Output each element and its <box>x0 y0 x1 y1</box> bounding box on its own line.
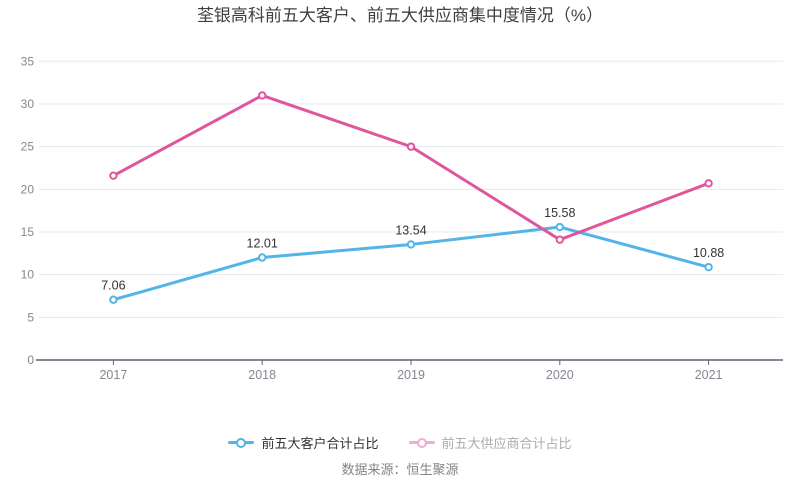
data-point-label: 15.58 <box>544 206 575 220</box>
line-chart[interactable]: 0 5 10 15 20 25 30 35 2017 2018 2019 2020 2021 7.06 12… <box>0 0 800 425</box>
data-point[interactable] <box>555 222 564 232</box>
data-point[interactable] <box>258 253 267 262</box>
data-point[interactable] <box>109 295 118 304</box>
y-axis-tick-label: 20 <box>21 182 35 196</box>
legend-item-suppliers[interactable]: 前五大供应商合计占比 <box>408 433 572 452</box>
series-line-1 <box>111 93 711 242</box>
legend-item-customers[interactable]: 前五大客户合计占比 <box>228 433 379 452</box>
x-axis-tick-label: 2019 <box>397 368 425 382</box>
supplier-series-icon <box>408 437 435 448</box>
chart-title: 荃银高科前五大客户、前五大供应商集中度情况（%） <box>196 6 604 25</box>
data-point-label: 12.01 <box>247 237 278 251</box>
data-point[interactable] <box>258 91 267 100</box>
y-axis-tick-label: 35 <box>21 54 35 68</box>
data-point[interactable] <box>406 240 416 249</box>
legend-label: 前五大客户合计占比 <box>261 436 379 451</box>
y-axis-tick-label: 15 <box>21 225 35 239</box>
data-point[interactable] <box>109 171 118 180</box>
legend: 前五大客户合计占比 前五大供应商合计占比 <box>0 433 800 452</box>
customer-series-icon <box>228 437 255 448</box>
legend-label: 前五大供应商合计占比 <box>441 436 572 451</box>
data-source-note: 数据来源：恒生聚源 <box>341 462 459 477</box>
data-point-label: 7.06 <box>101 279 125 293</box>
x-axis-tick-label: 2020 <box>546 368 574 382</box>
data-point[interactable] <box>704 262 713 272</box>
x-axis-tick-label: 2018 <box>248 368 276 382</box>
y-axis-tick-label: 10 <box>21 268 35 282</box>
data-point-label: 13.54 <box>395 223 426 237</box>
y-axis-tick-label: 30 <box>21 97 35 111</box>
x-axis-tick-label: 2017 <box>99 368 127 382</box>
data-point[interactable] <box>704 179 713 188</box>
y-axis-tick-label: 5 <box>27 310 34 324</box>
series-line-0 <box>111 225 711 302</box>
y-axis-tick-label: 25 <box>21 140 35 154</box>
y-axis-tick-label: 0 <box>27 353 34 367</box>
data-point[interactable] <box>555 235 564 244</box>
data-point[interactable] <box>406 142 416 151</box>
x-axis-tick-label: 2021 <box>695 368 723 382</box>
data-point-label: 10.88 <box>693 246 724 260</box>
